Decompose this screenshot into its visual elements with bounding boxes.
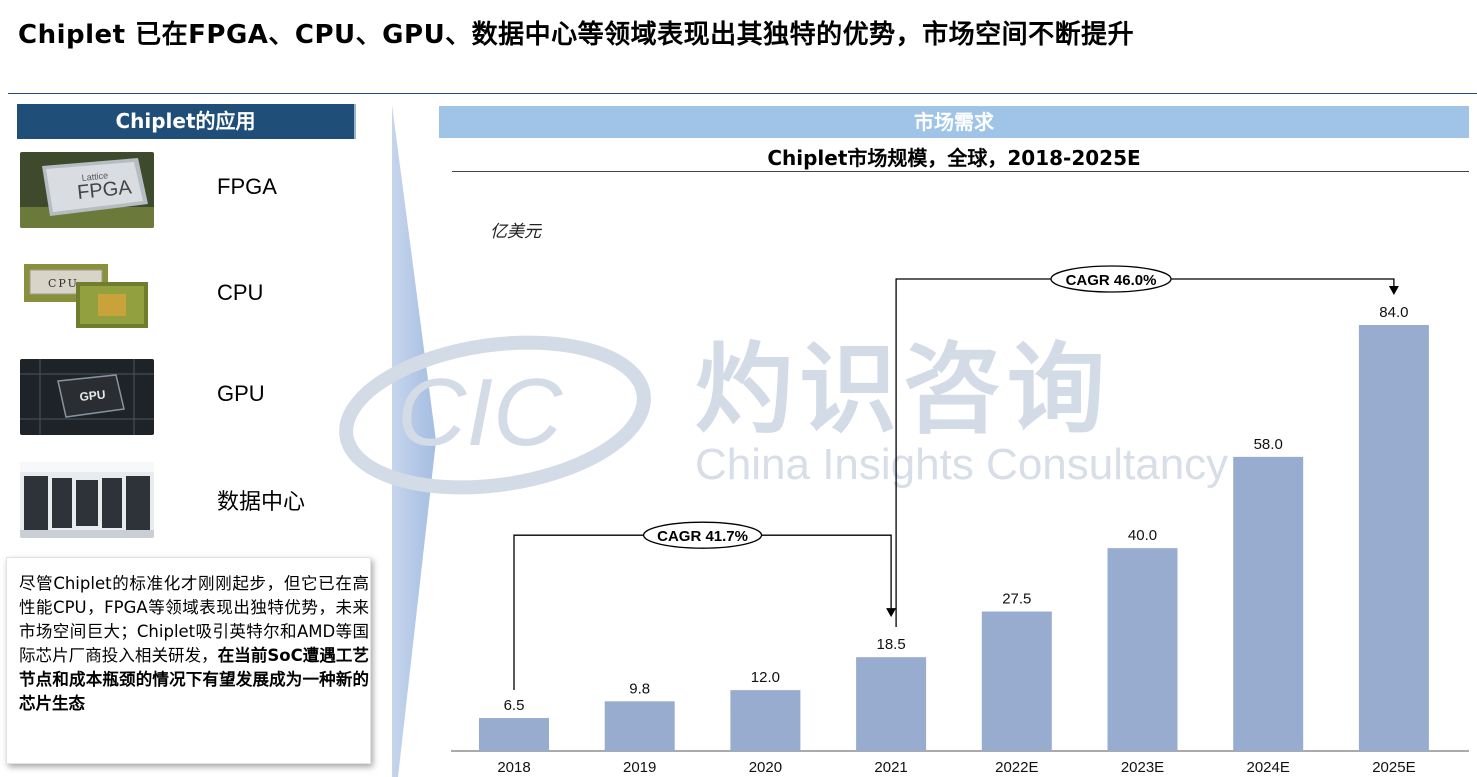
bar-value-label-2025E: 84.0 [1379, 304, 1408, 321]
x-tick-label-2023E: 2023E [1121, 759, 1164, 776]
bar-2020 [730, 690, 801, 751]
bar-value-label-2021: 18.5 [876, 636, 905, 653]
fpga-brand-text: Lattice [81, 170, 108, 183]
application-item-cpu: CPU CPU [20, 258, 380, 338]
application-item-fpga: Lattice FPGA FPGA [20, 152, 380, 232]
chart-title-rule [452, 171, 1469, 172]
bar-2023E [1107, 548, 1178, 751]
gpu-chip-text: GPU [79, 387, 106, 404]
bar-2024E [1233, 456, 1304, 751]
cpu-chip-icon: CPU [20, 258, 154, 334]
application-label-datacenter: 数据中心 [217, 489, 306, 514]
bar-value-label-2023E: 40.0 [1128, 527, 1157, 544]
bar-value-label-2018: 6.5 [504, 697, 525, 714]
datacenter-icon [20, 462, 154, 538]
application-label-cpu: CPU [217, 280, 264, 305]
headline-divider [8, 93, 1477, 94]
x-tick-label-2020: 2020 [749, 759, 782, 776]
application-label-gpu: GPU [217, 381, 265, 406]
fpga-chip-icon: Lattice FPGA [20, 152, 154, 228]
applications-header: Chiplet的应用 [17, 104, 356, 139]
summary-note-plain: 尽管Chiplet的标准化才刚刚起步，但它已在高性能CPU，FPGA等领域表现出… [19, 574, 369, 665]
x-tick-label-2024E: 2024E [1247, 759, 1290, 776]
bar-value-label-2022E: 27.5 [1002, 591, 1031, 608]
bar-2019 [604, 701, 675, 751]
cagr-oval-0 [642, 521, 763, 549]
cagr-arrowhead-1 [1388, 286, 1399, 295]
x-tick-label-2019: 2019 [623, 759, 656, 776]
bar-value-label-2020: 12.0 [751, 669, 780, 686]
cagr-label-1: CAGR 46.0% [1066, 272, 1157, 289]
page-headline: Chiplet 已在FPGA、CPU、GPU、数据中心等领域表现出其独特的优势，… [18, 20, 1135, 50]
market-demand-header: 市场需求 [439, 106, 1469, 138]
cpu-chip-text: CPU [48, 277, 79, 290]
market-size-bar-chart: 6.5 2018 9.8 2019 12.0 2020 18.5 2021 27.5 2022E 4… [451, 265, 1469, 776]
cagr-oval-1 [1050, 265, 1172, 293]
application-label-fpga: FPGA [217, 174, 277, 199]
x-tick-label-2025E: 2025E [1372, 759, 1415, 776]
bar-2025E [1358, 325, 1429, 751]
x-tick-label-2022E: 2022E [995, 759, 1038, 776]
application-item-datacenter: 数据中心 [20, 462, 380, 542]
panel-divider-arrow [392, 105, 436, 777]
application-item-gpu: GPU GPU [20, 359, 380, 439]
x-tick-label-2018: 2018 [497, 759, 530, 776]
x-tick-label-2021: 2021 [874, 759, 907, 776]
cagr-arrowhead-0 [886, 608, 897, 618]
bar-2022E [981, 611, 1052, 751]
summary-note-text: 尽管Chiplet的标准化才刚刚起步，但它已在高性能CPU，FPGA等领域表现出… [19, 572, 369, 716]
bar-2018 [479, 718, 549, 751]
chart-unit: 亿美元 [490, 222, 541, 242]
chart-title: Chiplet市场规模，全球，2018-2025E [767, 146, 1141, 170]
cagr-bracket-0 [513, 534, 892, 691]
cagr-label-0: CAGR 41.7% [657, 528, 748, 545]
summary-note: 尽管Chiplet的标准化才刚刚起步，但它已在高性能CPU，FPGA等领域表现出… [6, 557, 371, 764]
bar-value-label-2019: 9.8 [629, 680, 650, 697]
bar-value-label-2024E: 58.0 [1254, 436, 1283, 453]
gpu-chip-icon: GPU [20, 359, 154, 435]
bar-2021 [856, 657, 927, 751]
summary-note-bold: 在当前SoC遭遇工艺节点和成本瓶颈的情况下有望发展成为一种新的芯片生态 [19, 646, 369, 713]
